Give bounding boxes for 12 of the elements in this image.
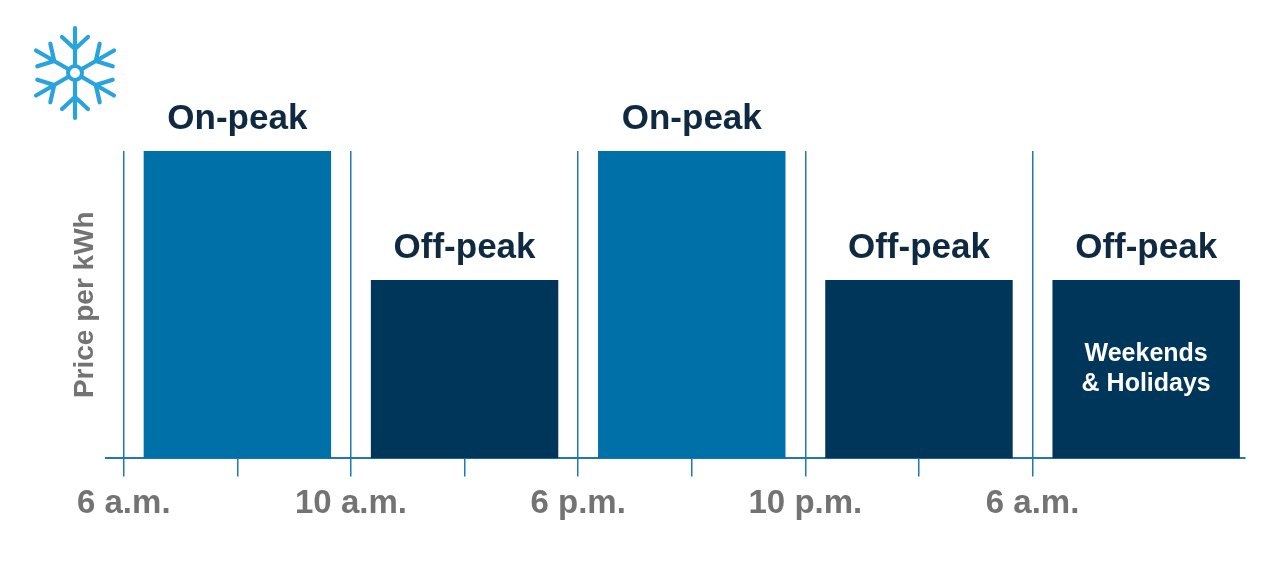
- x-tick-label: 6 a.m.: [985, 483, 1080, 521]
- y-axis-title: Price per kWh: [67, 211, 99, 399]
- series-label: Off-peak: [393, 226, 537, 266]
- x-tick-label: 6 a.m.: [76, 483, 171, 521]
- text: On-peak: [621, 97, 762, 136]
- x-tick-label: 10 a.m.: [295, 483, 407, 521]
- series-label: On-peak: [167, 97, 308, 136]
- x-tick-label: 10 p.m.: [748, 483, 863, 521]
- annotation: Weekends & Holidays: [1081, 338, 1211, 397]
- text: Off-peak: [847, 226, 990, 266]
- text: Off-peak: [1075, 226, 1218, 266]
- x-tick-label: 6 p.m.: [530, 483, 626, 521]
